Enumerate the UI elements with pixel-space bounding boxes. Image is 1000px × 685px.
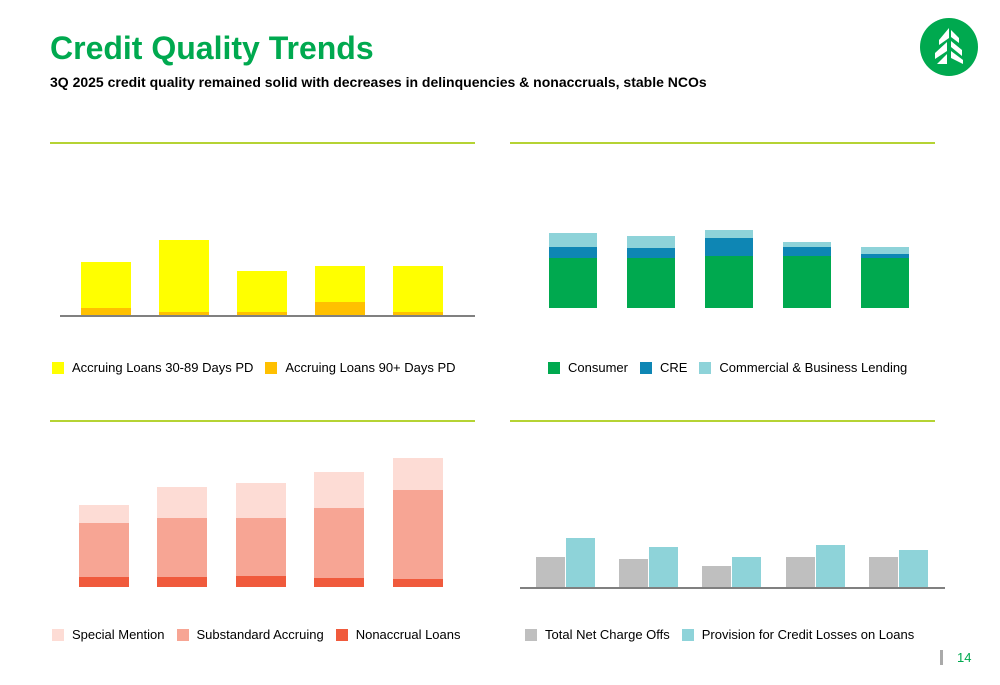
bar-segment [536,556,565,587]
bar-segment [237,270,287,313]
legend-swatch [176,628,189,641]
bar-segment [732,556,761,587]
legend-label: Accruing Loans 30-89 Days PD [72,360,254,375]
bar-segment [783,246,831,256]
legend-label: Consumer [568,360,628,375]
legend-item: Consumer [548,360,628,375]
bar-segment [549,258,597,308]
legend-item: Special Mention [52,627,165,642]
legend-label: Total Net Charge Offs [545,627,670,642]
bar-segment [159,239,209,313]
legend-label: Substandard Accruing [196,627,324,642]
legend-item: Nonaccrual Loans [335,627,461,642]
legend: Special Mention Substandard Accruing Nonac… [52,627,473,642]
bar-segment [783,255,831,308]
bar-segment [237,312,287,315]
bar-segment [393,458,443,491]
legend-swatch [681,628,694,641]
bar-segment [314,578,364,587]
bar-segment [81,308,131,315]
bar-segment [786,556,815,587]
bar-segment [649,547,678,587]
bar-segment [566,538,595,587]
legend-item: Commercial & Business Lending [699,360,907,375]
legend-item: Provision for Credit Losses on Loans [681,627,915,642]
bar-segment [393,578,443,587]
bar-segment [627,236,675,249]
bar-segment [783,242,831,247]
bar-segment [549,233,597,248]
legend-label: Accruing Loans 90+ Days PD [285,360,456,375]
bar-segment [899,549,928,587]
bar-segment [393,490,443,579]
title-underline [50,420,475,422]
legend-label: Provision for Credit Losses on Loans [701,627,915,642]
legend-swatch [52,361,64,374]
bar-segment [314,508,364,579]
legend: Total Net Charge Offs Provision for Credi… [525,627,926,642]
title-underline [510,420,935,422]
bar-segment [81,262,131,309]
bar-segment [157,518,207,578]
bar-segment [79,576,129,587]
bar-segment [393,266,443,313]
bar-segment [619,559,648,587]
bar-segment [861,246,909,255]
bar-segment [236,576,286,587]
bar-segment [157,577,207,587]
bar-segment [159,312,209,315]
legend-swatch [699,361,712,374]
page-title: Credit Quality Trends [50,30,374,66]
bar-segment [705,237,753,257]
bar-segment [315,266,365,302]
legend: Consumer CRE Commercial & Business Lending [548,360,919,375]
bar-segment [627,258,675,308]
legend-label: Nonaccrual Loans [355,627,461,642]
tree-logo-icon [920,18,978,76]
legend-swatch [525,628,537,641]
legend-swatch [335,628,348,641]
legend-swatch [639,361,652,374]
bar-segment [705,256,753,308]
x-axis [520,587,945,589]
legend-label: Special Mention [72,627,165,642]
x-axis [60,315,475,317]
legend-swatch [265,361,278,374]
bar-segment [869,556,898,587]
bar-segment [816,545,845,587]
legend-item: Total Net Charge Offs [525,627,670,642]
bar-segment [702,566,731,587]
page-subtitle: 3Q 2025 credit quality remained solid wi… [50,74,707,90]
bar-segment [393,312,443,315]
legend: Accruing Loans 30-89 Days PD Accruing Loa… [52,360,468,375]
bar-segment [861,254,909,259]
legend-label: Commercial & Business Lending [719,360,908,375]
legend-item: CRE [639,360,688,375]
legend-label: CRE [659,360,688,375]
bar-segment [236,518,286,577]
legend-item: Substandard Accruing [176,627,324,642]
bar-segment [705,229,753,238]
bar-segment [236,482,286,519]
page-number: 14 [940,650,971,665]
bar-segment [314,471,364,509]
bar-segment [627,248,675,259]
legend-item: Accruing Loans 90+ Days PD [265,360,456,375]
bar-segment [549,247,597,259]
legend-swatch [548,361,560,374]
bar-segment [861,258,909,308]
legend-item: Accruing Loans 30-89 Days PD [52,360,253,375]
bar-segment [79,522,129,577]
title-underline [510,142,935,144]
legend-swatch [52,628,64,641]
bar-segment [157,487,207,519]
bar-segment [315,301,365,315]
title-underline [50,142,475,144]
bar-segment [79,504,129,523]
